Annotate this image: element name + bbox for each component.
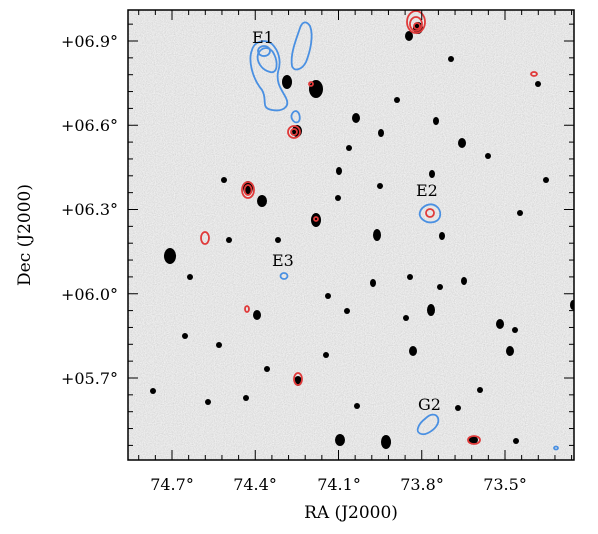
point-source xyxy=(405,31,413,41)
x-axis-title: RA (J2000) xyxy=(304,503,398,523)
contour-red-b xyxy=(241,181,255,199)
y-tick-label: +05.7° xyxy=(61,369,118,388)
point-source xyxy=(570,300,574,310)
point-source xyxy=(381,435,391,449)
point-source xyxy=(427,304,435,316)
contour-red-c xyxy=(200,231,210,245)
point-source xyxy=(517,210,523,216)
point-source xyxy=(335,434,345,446)
contour-red-e xyxy=(293,372,303,386)
point-source xyxy=(513,438,519,444)
point-source xyxy=(485,153,491,159)
label-e2: E2 xyxy=(416,181,438,200)
point-source xyxy=(344,308,350,314)
point-source xyxy=(477,387,483,393)
contour-red-f xyxy=(467,435,481,445)
point-source xyxy=(458,138,466,148)
point-source xyxy=(352,113,360,123)
contour-red-d xyxy=(244,305,250,313)
point-source xyxy=(370,279,376,287)
point-source xyxy=(325,293,331,299)
red-contours xyxy=(200,10,538,445)
point-source xyxy=(253,310,261,320)
axis-ticks xyxy=(128,10,574,460)
point-source xyxy=(373,229,381,241)
y-tick-labels: +06.9° +06.6° +06.3° +06.0° +05.7° xyxy=(61,32,118,388)
point-source xyxy=(257,195,267,207)
point-source xyxy=(468,436,478,444)
x-tick-label: 73.8° xyxy=(400,475,444,494)
point-source xyxy=(243,395,249,401)
point-source xyxy=(535,81,541,87)
point-source xyxy=(216,342,222,348)
point-source xyxy=(439,232,445,240)
label-e1: E1 xyxy=(252,28,274,47)
point-source xyxy=(506,346,514,356)
point-source xyxy=(182,333,188,339)
contour-e1-mid xyxy=(256,47,278,74)
x-tick-labels: 74.7° 74.4° 74.1° 73.8° 73.5° xyxy=(150,475,527,494)
point-source xyxy=(346,145,352,151)
point-source xyxy=(275,237,281,243)
point-source xyxy=(403,315,409,321)
y-tick-label: +06.3° xyxy=(61,200,118,219)
point-source xyxy=(323,352,329,358)
contour-red-a xyxy=(287,125,301,139)
point-source xyxy=(512,327,518,333)
point-source xyxy=(335,195,341,201)
x-tick-label: 74.4° xyxy=(233,475,277,494)
point-source xyxy=(448,56,454,62)
point-source xyxy=(377,183,383,189)
contour-red-h xyxy=(308,81,314,87)
y-tick-label: +06.6° xyxy=(61,116,118,135)
point-source xyxy=(496,319,504,329)
point-source xyxy=(164,248,176,264)
x-tick-label: 74.1° xyxy=(317,475,361,494)
y-tick-label: +06.9° xyxy=(61,32,118,51)
point-source xyxy=(205,399,211,405)
x-tick-label: 73.5° xyxy=(483,475,527,494)
contour-e1-north xyxy=(290,21,313,71)
point-source xyxy=(394,97,400,103)
blue-contours xyxy=(249,21,559,451)
label-e3: E3 xyxy=(272,251,294,270)
point-source xyxy=(221,177,227,183)
point-source xyxy=(150,388,156,394)
contour-edge xyxy=(553,445,559,451)
label-g2: G2 xyxy=(418,395,441,414)
contour-e1-outer xyxy=(249,40,289,112)
point-source xyxy=(543,177,549,183)
plot-frame xyxy=(127,9,575,461)
point-source xyxy=(336,167,342,175)
contour-red-top xyxy=(406,10,426,34)
sky-image xyxy=(128,10,574,460)
point-source xyxy=(282,75,292,89)
point-source xyxy=(455,405,461,411)
contour-e1-inner xyxy=(257,45,271,57)
contour-red-g xyxy=(530,71,538,77)
point-source xyxy=(187,274,193,280)
contour-e3 xyxy=(279,272,289,280)
y-tick-label: +06.0° xyxy=(61,285,118,304)
contour-red-i xyxy=(313,216,319,222)
point-source xyxy=(461,277,467,285)
contour-e1-small xyxy=(290,110,301,124)
contour-red-e2 xyxy=(425,208,435,218)
point-source xyxy=(378,129,384,137)
x-tick-label: 74.7° xyxy=(150,475,194,494)
contour-e2-outer xyxy=(418,203,442,224)
point-source xyxy=(429,170,435,178)
point-source xyxy=(433,117,439,125)
point-source xyxy=(409,346,417,356)
point-source xyxy=(354,403,360,409)
point-source xyxy=(226,237,232,243)
y-axis-title: Dec (J2000) xyxy=(15,184,35,286)
point-source xyxy=(264,366,270,372)
contour-g2 xyxy=(416,413,440,436)
point-source xyxy=(407,274,413,280)
point-source xyxy=(437,284,443,290)
point-source xyxy=(311,213,321,227)
